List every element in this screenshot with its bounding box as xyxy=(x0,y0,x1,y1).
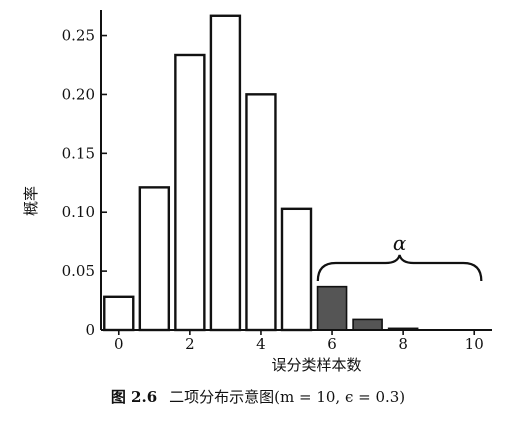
x-tick-label: 10 xyxy=(465,335,484,353)
bar-x-0 xyxy=(103,295,135,332)
bar-x-2 xyxy=(174,53,206,332)
y-tick-label: 0.05 xyxy=(62,262,95,280)
y-tick-label: 0.10 xyxy=(62,203,95,221)
caption-text: 二项分布示意图(m = 10, ϵ = 0.3) xyxy=(169,388,406,406)
y-tick-label: 0.20 xyxy=(62,85,95,103)
bars-group xyxy=(103,14,454,332)
x-tick-label: 0 xyxy=(114,335,124,353)
axes-group xyxy=(100,10,492,331)
bar-x-3 xyxy=(209,14,242,332)
y-tick-label: 0.15 xyxy=(62,144,95,162)
bar-x-5 xyxy=(280,207,313,332)
bar-x-7 xyxy=(352,318,383,331)
bar-x-1 xyxy=(138,186,171,332)
x-tick-label: 4 xyxy=(256,335,266,353)
binomial-bar-chart: 0 0.05 0.10 0.15 0.20 0.25 0 2 4 6 8 10 α 误分类样本数 概率 xyxy=(22,10,492,374)
ticks-group: 0 0.05 0.10 0.15 0.20 0.25 0 2 4 6 8 10 xyxy=(62,27,484,353)
annotation-group: α xyxy=(316,231,483,282)
alpha-brace xyxy=(316,254,483,282)
bar-x-4 xyxy=(245,93,277,332)
y-axis-title: 概率 xyxy=(22,186,40,216)
x-axis-title: 误分类样本数 xyxy=(271,356,361,374)
alpha-label: α xyxy=(393,231,407,255)
y-tick-label: 0.25 xyxy=(62,27,95,45)
x-tick-label: 6 xyxy=(327,335,337,353)
x-tick-label: 8 xyxy=(398,335,408,353)
y-tick-label: 0 xyxy=(85,321,95,339)
x-tick-label: 2 xyxy=(185,335,195,353)
bar-x-6 xyxy=(316,285,348,331)
figure-caption: 图 2.6 二项分布示意图(m = 10, ϵ = 0.3) xyxy=(0,386,516,407)
caption-label: 图 2.6 xyxy=(110,388,158,406)
